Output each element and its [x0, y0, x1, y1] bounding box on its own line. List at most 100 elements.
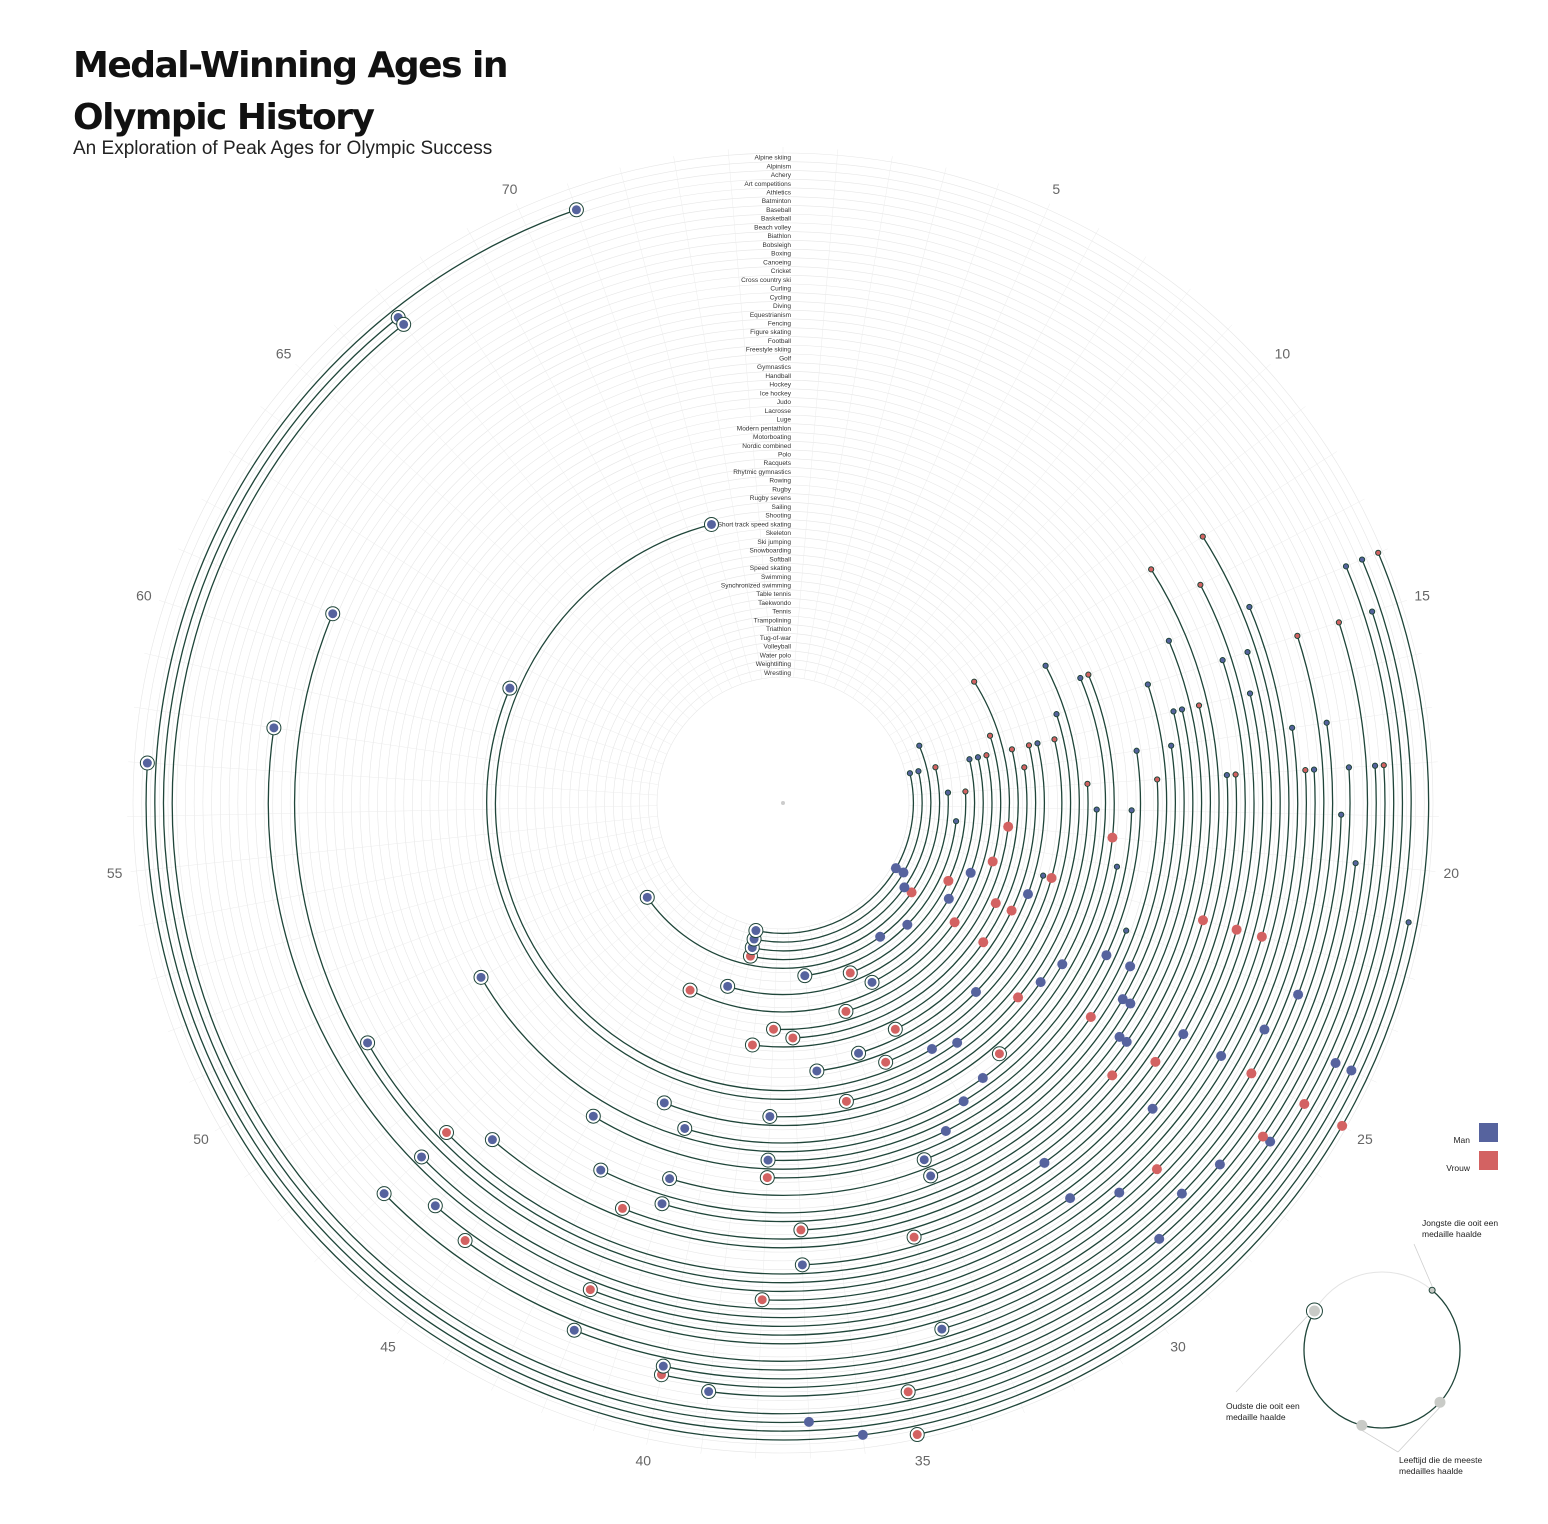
- youngest-dot: [1040, 872, 1047, 879]
- age-spoke: [803, 156, 893, 679]
- youngest-dot: [1246, 690, 1254, 697]
- sport-arc: [800, 705, 1211, 1231]
- sport-arc: [421, 606, 1290, 1310]
- sport-label: Speed skating: [750, 565, 792, 572]
- youngest-dot: [966, 756, 973, 763]
- sport-label: Polo: [778, 452, 791, 459]
- peak-dot: [987, 856, 998, 867]
- oldest-dot: [399, 319, 409, 329]
- sport-arc: [792, 749, 1019, 1039]
- sport-label: Beach volley: [754, 224, 792, 231]
- annotation-youngest: Jongste die ooit een: [1422, 1218, 1498, 1228]
- sport-arc: [162, 317, 1404, 1424]
- sport-label: Achery: [771, 172, 792, 179]
- youngest-dot: [1352, 860, 1359, 867]
- peak-dot: [1293, 989, 1304, 1000]
- oldest-dot: [569, 1325, 579, 1335]
- sport-label: Cycling: [770, 294, 792, 301]
- peak-dot: [952, 1037, 963, 1048]
- peak-dot: [1246, 1068, 1257, 1079]
- annotation-oldest: Oudste die ooit een: [1226, 1401, 1300, 1411]
- age-spoke: [419, 256, 714, 699]
- age-tick-label: 20: [1444, 865, 1460, 881]
- sport-arc: [661, 640, 1203, 1223]
- youngest-dot: [1335, 619, 1342, 626]
- age-spoke: [905, 652, 1422, 775]
- youngest-dot: [1323, 719, 1330, 726]
- youngest-dot: [952, 818, 960, 825]
- age-spoke: [848, 910, 1124, 1365]
- oldest-dot: [788, 1033, 798, 1043]
- callout-line: [1397, 1406, 1441, 1453]
- youngest-dot: [971, 678, 978, 685]
- youngest-dot: [1375, 549, 1382, 556]
- sport-arc: [941, 722, 1334, 1330]
- age-spoke: [834, 203, 1051, 688]
- peak-dot: [1022, 889, 1033, 900]
- sport-label: Rowing: [769, 478, 791, 485]
- sport-arc: [590, 770, 1307, 1327]
- sport-arc: [750, 767, 941, 961]
- oldest-dot: [723, 981, 733, 991]
- oldest-dot: [363, 1038, 373, 1048]
- sport-arc: [752, 767, 1028, 1048]
- page-subtitle: An Exploration of Peak Ages for Olympic …: [73, 138, 493, 159]
- sport-label: Alpinism: [766, 163, 791, 170]
- sport-arc: [858, 743, 1045, 1054]
- oldest-dot: [926, 1171, 936, 1181]
- sport-label: Freestyle skiing: [746, 347, 792, 354]
- youngest-dot: [1123, 927, 1130, 934]
- oldest-dot: [585, 1285, 595, 1295]
- peak-dot: [958, 1096, 969, 1107]
- oldest-dot: [665, 1174, 675, 1184]
- youngest-dot: [1302, 767, 1309, 774]
- explainer-peak-dot: [1356, 1419, 1368, 1431]
- age-tick-label: 15: [1414, 587, 1430, 603]
- age-spoke: [876, 363, 1271, 719]
- sport-label: Short track speed skating: [718, 521, 792, 528]
- sport-arc: [154, 209, 1412, 1432]
- youngest-dot: [1197, 581, 1204, 588]
- youngest-dot: [962, 788, 969, 795]
- peak-dot: [1256, 931, 1267, 942]
- sport-label: Synchronized swimming: [721, 583, 791, 590]
- peak-dot: [1147, 1103, 1158, 1114]
- peak-dot: [1151, 1164, 1162, 1175]
- peak-dot: [1337, 1120, 1348, 1131]
- sport-label: Wrestling: [764, 670, 791, 677]
- oldest-dot: [706, 519, 716, 529]
- oldest-dot: [476, 972, 486, 982]
- age-spoke: [159, 600, 664, 765]
- peak-dot: [1125, 961, 1136, 972]
- oldest-dot: [704, 1387, 714, 1397]
- sport-label: Rhytmic gymnastics: [733, 469, 792, 476]
- peak-dot: [1176, 1188, 1187, 1199]
- sport-arc: [850, 791, 967, 974]
- youngest-dot: [1148, 566, 1155, 573]
- explainer-oldest-dot: [1308, 1305, 1320, 1317]
- sport-arc: [768, 750, 1142, 1162]
- sport-label: Alpine skiing: [755, 155, 792, 162]
- age-tick-label: 65: [276, 345, 292, 361]
- age-spoke: [277, 883, 687, 1222]
- sport-arc: [267, 727, 1299, 1319]
- sport-arc: [646, 792, 949, 969]
- peak-dot: [1107, 1070, 1118, 1081]
- explainer-arc: [1303, 1289, 1461, 1429]
- youngest-dot: [1345, 764, 1353, 771]
- sport-arc: [669, 745, 1176, 1197]
- sport-label: Weightlifting: [756, 661, 792, 668]
- legend-label-vrouw: Vrouw: [1446, 1163, 1471, 1173]
- age-tick-label: 5: [1052, 181, 1060, 197]
- sport-arc: [767, 779, 1159, 1179]
- age-spoke: [793, 149, 839, 678]
- oldest-dot: [769, 1024, 779, 1034]
- youngest-dot: [1051, 736, 1058, 743]
- sport-label: Golf: [779, 355, 791, 362]
- youngest-dot: [1085, 671, 1092, 678]
- sport-arc: [773, 681, 1011, 1031]
- age-spoke: [869, 324, 1233, 712]
- peak-dot: [1117, 994, 1128, 1005]
- oldest-dot: [845, 968, 855, 978]
